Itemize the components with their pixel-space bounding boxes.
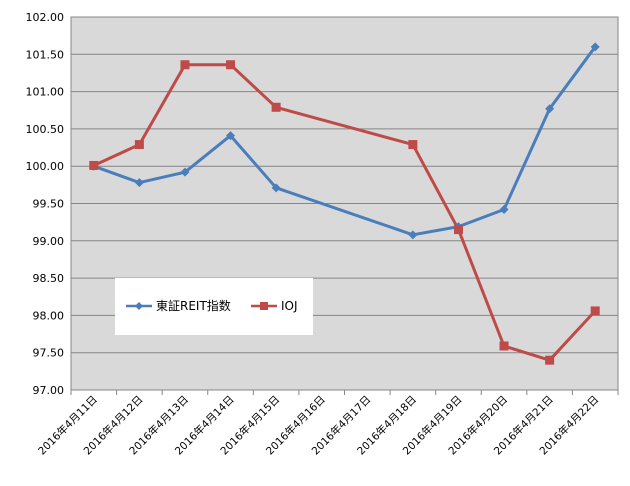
data-point-square [408, 140, 418, 150]
y-tick-label: 100.50 [26, 123, 65, 136]
y-tick-label: 101.00 [26, 86, 65, 99]
series-line-2 [93, 63, 597, 362]
legend: 東証REIT指数 IOJ [115, 278, 313, 335]
series-lines [93, 45, 597, 362]
data-point-square [590, 306, 600, 316]
y-tick-label: 99.50 [33, 198, 65, 211]
data-point-diamond [545, 104, 555, 114]
data-point-square [545, 355, 555, 365]
data-point-diamond [408, 230, 418, 240]
data-point-square [453, 225, 463, 235]
y-tick-label: 98.50 [33, 272, 65, 285]
data-point-diamond [271, 183, 281, 193]
legend-marker-diamond-icon [135, 302, 143, 310]
data-point-square [499, 341, 509, 351]
data-point-square [271, 102, 281, 112]
y-axis-tick-labels: 97.00 97.50 98.00 98.50 99.00 99.50 100.00 100.… [26, 11, 65, 397]
data-point-square [134, 140, 144, 150]
data-point-diamond [226, 131, 236, 141]
y-tick-label: 97.00 [33, 384, 65, 397]
legend-label-series-2: IOJ [281, 299, 298, 313]
data-point-diamond [180, 167, 190, 177]
data-point-square [180, 60, 190, 70]
legend-marker-square-icon [260, 302, 268, 310]
data-point-square [89, 160, 99, 170]
data-point-diamond [134, 178, 144, 188]
series-markers [89, 42, 600, 365]
gridlines [70, 53, 619, 395]
series-line-1 [93, 45, 597, 237]
y-tick-label: 99.00 [33, 235, 65, 248]
y-tick-label: 101.50 [26, 48, 65, 61]
legend-label-series-1: 東証REIT指数 [156, 298, 231, 313]
y-tick-label: 98.00 [33, 309, 65, 322]
data-point-diamond [499, 204, 509, 214]
data-point-diamond [590, 42, 600, 52]
y-tick-label: 102.00 [26, 11, 65, 24]
data-point-square [226, 60, 236, 70]
y-tick-label: 97.50 [33, 347, 65, 360]
y-tick-label: 100.00 [26, 160, 65, 173]
